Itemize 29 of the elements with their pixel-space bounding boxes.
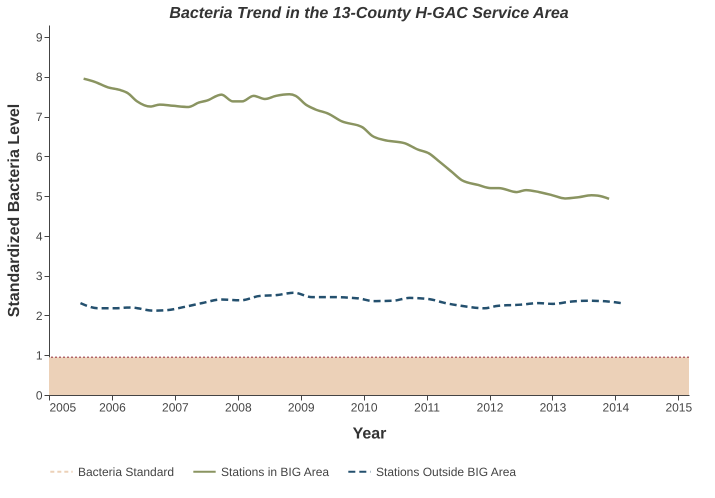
legend-label: Bacteria Standard — [78, 464, 174, 479]
x-tick-label: 2012 — [476, 400, 504, 414]
x-tick-label: 2010 — [350, 400, 378, 414]
x-tick-label: 2015 — [665, 400, 692, 414]
legend-label: Stations Outside BIG Area — [376, 464, 516, 479]
y-tick-label: 6 — [36, 150, 43, 164]
y-tick-label: 5 — [36, 190, 43, 204]
y-tick-label: 1 — [36, 348, 43, 363]
x-tick-label: 2005 — [50, 400, 77, 414]
y-tick-label: 2 — [36, 308, 43, 323]
y-tick-label: 7 — [36, 110, 43, 124]
y-tick-label: 0 — [36, 388, 43, 402]
line-series — [82, 77, 610, 200]
x-tick-label: 2009 — [288, 400, 315, 414]
x-tick-label: 2011 — [414, 400, 440, 414]
y-tick-label: 3 — [36, 269, 43, 284]
x-axis-title: Year — [352, 426, 386, 442]
x-tick-label: 2006 — [99, 400, 126, 414]
y-tick-label: 9 — [36, 30, 43, 44]
x-tick-label: 2008 — [224, 400, 252, 414]
x-tick-label: 2013 — [540, 400, 567, 414]
y-tick-label: 4 — [36, 229, 43, 244]
y-axis-title: Standardized Bacteria Level — [6, 104, 23, 318]
chart-title: Bacteria Trend in the 13-County H-GAC Service Area — [169, 5, 569, 22]
line-series — [79, 292, 622, 312]
x-tick-label: 2014 — [602, 400, 630, 414]
y-tick-label: 8 — [36, 70, 43, 84]
legend-label: Stations in BIG Area — [221, 464, 330, 479]
x-tick-label: 2007 — [162, 400, 190, 414]
